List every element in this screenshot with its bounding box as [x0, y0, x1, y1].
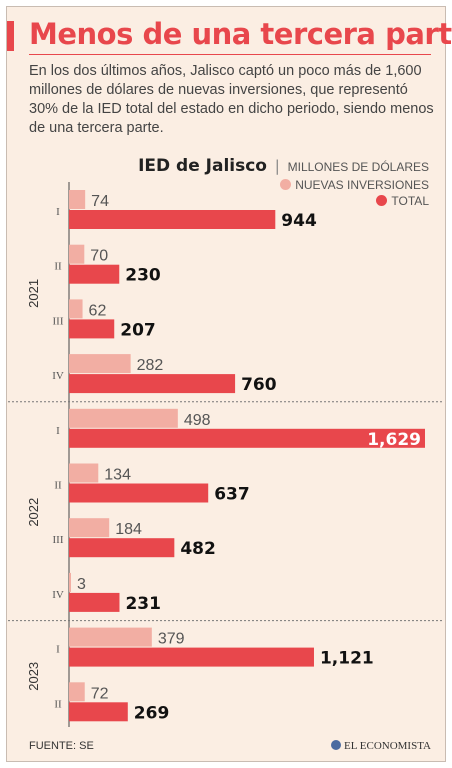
quarter-label-3: IV: [52, 370, 64, 382]
label-total-7: 231: [125, 594, 161, 614]
label-total-8: 1,121: [320, 649, 374, 669]
label-nuevas-0: 74: [91, 193, 109, 210]
bar-nuevas-4: [69, 408, 178, 428]
legend-item-nuevas: NUEVAS INVERSIONES: [138, 178, 429, 192]
brand-icon: [330, 740, 341, 750]
label-total-5: 637: [214, 485, 250, 505]
bar-nuevas-8: [69, 627, 152, 647]
label-total-1: 230: [125, 266, 161, 286]
brand-name: EL ECONOMISTA: [343, 740, 431, 752]
quarter-label-5: II: [54, 480, 62, 492]
legend-label-total: TOTAL: [391, 194, 429, 208]
bar-total-7: [69, 592, 120, 612]
title-accent-bar: [7, 21, 14, 51]
bar-total-4: [69, 428, 425, 448]
source-note: FUENTE: SE: [29, 740, 94, 752]
legend-separator: |: [274, 157, 280, 175]
quarter-label-7: IV: [52, 589, 64, 601]
year-label-2021: 2021: [26, 279, 41, 308]
chart-legend: IED de Jalisco | MILLONES DE DÓLARES NUE…: [138, 156, 429, 208]
year-label-2023: 2023: [26, 662, 41, 691]
quarter-label-6: III: [53, 534, 64, 546]
quarter-label-9: II: [54, 698, 62, 710]
page-title: Menos de una tercera parte: [29, 17, 452, 51]
label-nuevas-8: 379: [158, 631, 185, 648]
bar-nuevas-2: [69, 299, 83, 319]
legend-swatch-nuevas: [280, 179, 292, 190]
quarter-label-1: II: [54, 261, 62, 273]
legend-item-total: TOTAL: [138, 194, 429, 208]
bar-nuevas-6: [69, 518, 110, 538]
bar-total-9: [69, 702, 128, 722]
label-total-4: 1,629: [367, 430, 421, 450]
label-nuevas-5: 134: [104, 467, 131, 484]
bar-nuevas-5: [69, 463, 99, 483]
bar-nuevas-9: [69, 682, 85, 702]
bar-total-0: [69, 210, 276, 229]
bar-total-2: [69, 319, 115, 339]
quarter-label-0: I: [56, 206, 60, 218]
title-rule: [29, 54, 431, 55]
label-nuevas-6: 184: [115, 521, 142, 538]
year-label-2022: 2022: [26, 498, 41, 527]
bar-total-1: [69, 264, 120, 284]
label-nuevas-1: 70: [90, 248, 108, 265]
label-nuevas-2: 62: [89, 302, 107, 319]
legend-swatch-total: [376, 195, 388, 206]
bar-nuevas-0: [69, 190, 86, 209]
label-total-6: 482: [180, 539, 216, 559]
bar-total-8: [69, 647, 314, 667]
bar-total-5: [69, 483, 209, 503]
intro-paragraph: En los dos últimos años, Jalisco captó u…: [29, 63, 434, 136]
label-total-2: 207: [120, 320, 156, 340]
label-nuevas-3: 282: [137, 357, 164, 374]
bar-nuevas-3: [69, 354, 131, 374]
label-nuevas-9: 72: [91, 685, 109, 702]
chart-unit: MILLONES DE DÓLARES: [287, 160, 429, 174]
legend-label-nuevas: NUEVAS INVERSIONES: [295, 178, 429, 192]
bar-total-3: [69, 374, 236, 394]
quarter-label-8: I: [56, 644, 60, 656]
bar-nuevas-1: [69, 244, 85, 264]
quarter-label-4: I: [56, 425, 60, 437]
label-total-0: 944: [281, 211, 317, 231]
chart-title: IED de Jalisco: [138, 156, 267, 176]
bar-nuevas-7: [69, 572, 71, 592]
label-total-3: 760: [241, 375, 277, 395]
label-nuevas-4: 498: [184, 412, 211, 429]
label-total-9: 269: [134, 703, 170, 723]
label-nuevas-7: 3: [77, 576, 86, 593]
brand-logo: EL ECONOMISTA: [330, 740, 431, 752]
bar-total-6: [69, 538, 175, 558]
quarter-label-2: III: [53, 315, 64, 327]
